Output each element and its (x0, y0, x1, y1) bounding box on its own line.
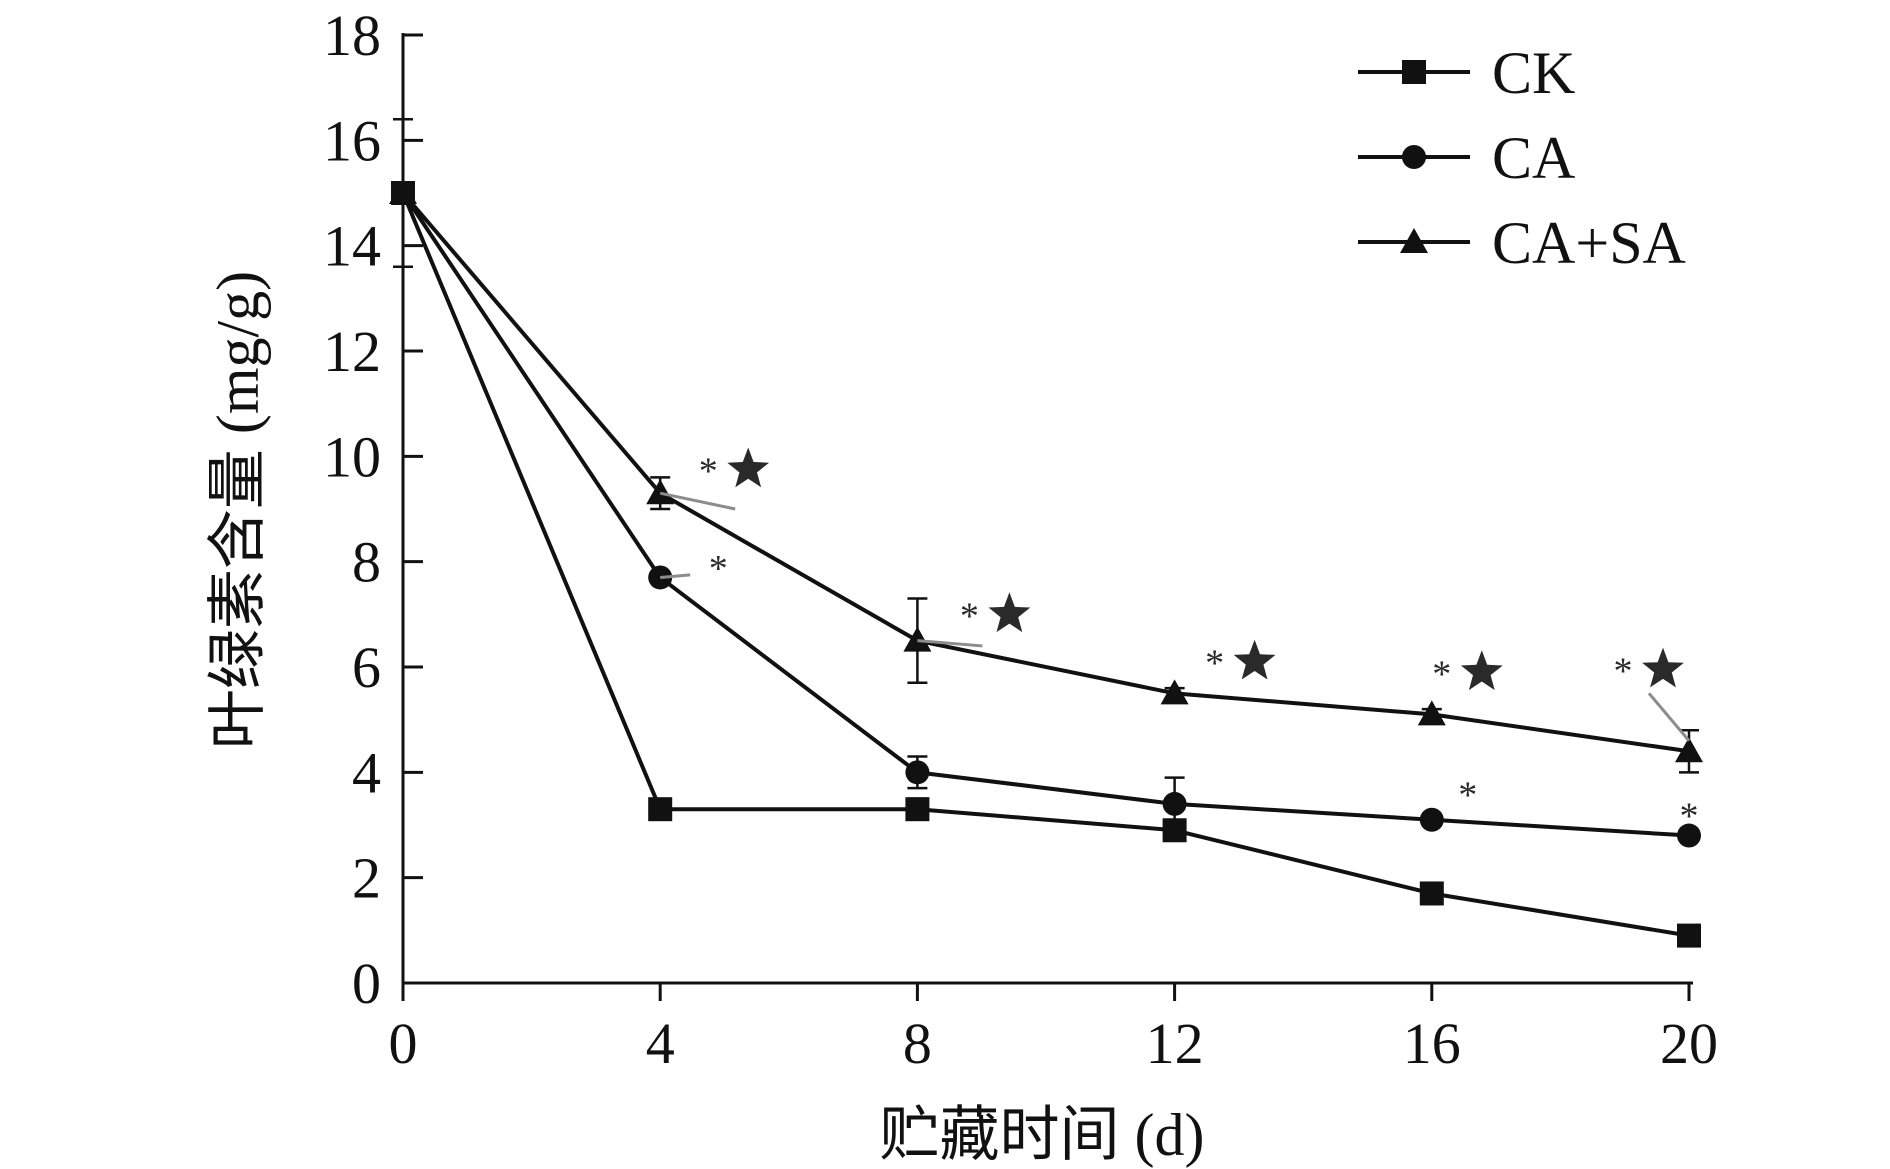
y-tick-label: 10 (323, 424, 381, 489)
significance-asterisk: * (1680, 795, 1699, 837)
y-tick-label: 18 (323, 3, 381, 68)
legend-marker (1402, 145, 1426, 169)
legend-entry: CK (1358, 40, 1575, 106)
x-tick-label: 20 (1660, 1011, 1718, 1076)
legend-label: CA (1492, 125, 1575, 191)
x-tick-label: 8 (903, 1011, 932, 1076)
data-point (905, 760, 930, 785)
significance-star (1233, 639, 1276, 680)
legend: CK CA CA+SA (1358, 40, 1686, 276)
annotation: * (699, 447, 770, 493)
y-tick-label: 14 (323, 214, 381, 279)
x-tick-label: 16 (1403, 1011, 1461, 1076)
annotation: * (1614, 647, 1684, 693)
annotation: * (709, 548, 728, 590)
leader-line (917, 639, 983, 648)
series-line (401, 191, 1690, 754)
significance-asterisk: * (699, 451, 718, 493)
y-axis-title: 叶绿素含量 (mg/g) (205, 271, 271, 749)
significance-asterisk: * (960, 595, 979, 637)
legend-marker (1402, 60, 1426, 84)
significance-star (727, 447, 770, 488)
leader-line (660, 573, 691, 579)
axes: 0 2 4 6 8 10 12 14 16 18 0 4 8 12 16 20 (323, 3, 1718, 1076)
significance-annotations: * * * * * * * * (659, 447, 1699, 837)
legend-label: CK (1492, 40, 1575, 106)
data-point (905, 797, 930, 822)
leader-line (1647, 692, 1691, 742)
legend-label: CA+SA (1492, 210, 1686, 276)
annotation: * (1432, 650, 1503, 695)
data-point (1160, 679, 1189, 705)
data-point (1677, 823, 1701, 848)
series-lines (389, 118, 1703, 948)
annotation: * (1458, 774, 1477, 816)
y-tick-label: 6 (352, 635, 381, 700)
data-point (1417, 700, 1446, 726)
annotation: * (1680, 795, 1699, 837)
data-point (1419, 881, 1444, 906)
annotation: * (1205, 639, 1276, 685)
y-tick-label: 16 (323, 108, 381, 173)
y-tick-label: 2 (352, 846, 381, 911)
series-line (401, 191, 1690, 838)
significance-asterisk: * (1432, 653, 1451, 695)
y-tick-label: 8 (352, 530, 381, 595)
significance-star (1642, 647, 1684, 688)
data-point (646, 479, 675, 505)
significance-star (1460, 650, 1503, 691)
x-tick-label: 4 (646, 1011, 675, 1076)
legend-marker (1400, 228, 1428, 253)
series-line (401, 192, 1690, 938)
y-tick-label: 4 (352, 740, 381, 805)
annotation: * (960, 592, 1031, 637)
data-point (1419, 807, 1444, 832)
x-tick-label: 0 (389, 1011, 418, 1076)
legend-entry: CA (1358, 125, 1575, 191)
data-point (903, 626, 932, 652)
significance-asterisk: * (709, 548, 728, 590)
significance-asterisk: * (1205, 643, 1224, 685)
data-point (389, 179, 417, 204)
significance-asterisk: * (1458, 774, 1477, 816)
leader-line (659, 491, 736, 511)
data-point (1677, 923, 1701, 948)
x-axis-title: 贮藏时间 (d) (880, 1102, 1205, 1168)
data-point (1162, 791, 1187, 816)
data-point (1675, 737, 1703, 763)
x-tick-label: 12 (1146, 1011, 1204, 1076)
significance-asterisk: * (1614, 651, 1633, 693)
significance-star (988, 592, 1031, 633)
data-point (648, 797, 673, 822)
series-ca-sa (389, 118, 1703, 774)
y-tick-label: 12 (323, 319, 381, 384)
y-tick-label: 0 (352, 951, 381, 1016)
legend-entry: CA+SA (1358, 210, 1686, 276)
